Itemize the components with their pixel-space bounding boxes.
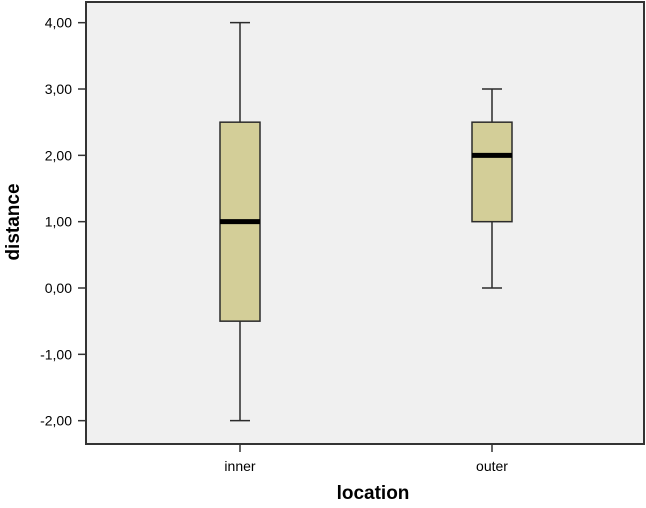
y-tick-label: 4,00 [45,15,72,31]
box-inner [219,21,261,422]
y-tick-label: 3,00 [45,81,72,97]
x-axis-title: location [337,483,410,504]
box-outer [471,88,513,289]
x-axis: inner outer [224,444,508,474]
y-axis-title: distance [3,183,24,260]
boxes [219,21,513,422]
y-tick-label: -2,00 [40,413,72,429]
y-tick-label: 1,00 [45,214,72,230]
y-tick-label: 0,00 [45,280,72,296]
x-tick-label-outer: outer [476,458,508,474]
y-axis: 4,00 3,00 2,00 1,00 0,00 -1,00 -2,00 [40,15,86,429]
iqr-box [471,121,513,223]
x-tick-label-inner: inner [224,458,255,474]
y-tick-label: 2,00 [45,147,72,163]
plot-area [85,1,645,445]
y-tick-label: -1,00 [40,346,72,362]
